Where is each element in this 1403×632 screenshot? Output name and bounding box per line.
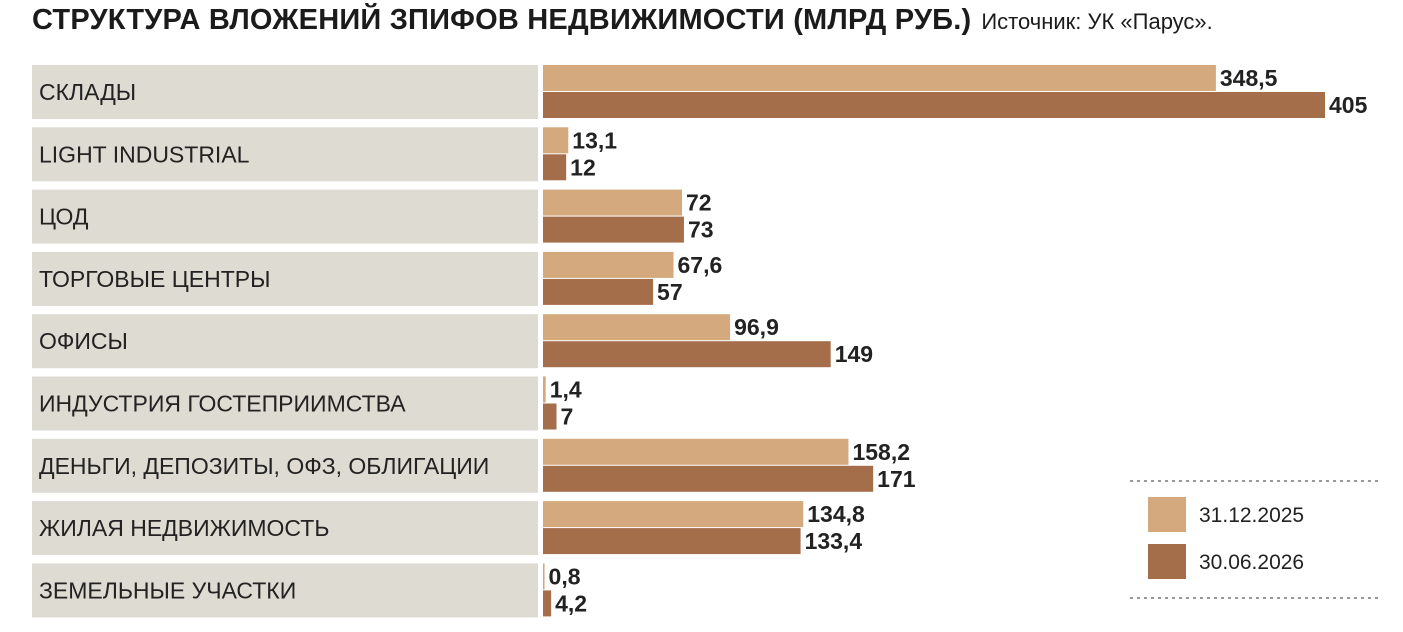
category-label: ЖИЛАЯ НЕДВИЖИМОСТЬ [39,515,329,541]
bar-series-2 [543,465,874,492]
category-label: ИНДУСТРИЯ ГОСТЕПРИИМСТВА [39,391,406,417]
category-label: ЗЕМЕЛЬНЫЕ УЧАСТКИ [39,577,296,603]
bar-series-1 [543,189,683,216]
bar-series-2 [543,341,831,368]
data-label: 405 [1329,92,1368,118]
category-label: ЦОД [39,204,89,230]
bar-series-1 [543,251,674,278]
data-label: 67,6 [678,252,723,278]
category-band [32,376,538,431]
bar-series-2 [543,403,557,430]
data-label: 13,1 [572,127,617,153]
data-label: 57 [657,279,683,305]
bar-series-2 [543,92,1325,118]
chart-title: СТРУКТУРА ВЛОЖЕНИЙ ЗПИФОВ НЕДВИЖИМОСТИ (… [32,4,972,36]
bar-series-2 [543,216,684,243]
category-label: ОФИСЫ [39,328,128,354]
bar-series-2 [543,154,567,181]
data-label: 4,2 [555,590,587,616]
category-label: ТОРГОВЫЕ ЦЕНТРЫ [39,266,270,292]
bar-series-2 [543,528,801,555]
chart-header: СТРУКТУРА ВЛОЖЕНИЙ ЗПИФОВ НЕДВИЖИМОСТИ (… [32,4,1213,44]
bar-series-1 [543,314,731,341]
data-label: 0,8 [549,563,581,589]
data-label: 133,4 [805,528,863,554]
data-label: 7 [561,404,574,430]
category-band [32,438,538,493]
chart-source: Источник: УК «Парус». [981,9,1213,34]
data-label: 158,2 [852,439,910,465]
category-band [32,189,538,244]
data-label: 134,8 [807,501,865,527]
bar-series-2 [543,590,552,617]
bar-series-1 [543,501,804,528]
legend-swatch-2 [1148,544,1186,579]
bar-series-1 [543,127,569,154]
legend-swatch-1 [1148,497,1186,532]
category-band [32,251,538,306]
category-band [32,314,538,369]
category-label: СКЛАДЫ [39,79,136,105]
data-label: 1,4 [550,377,582,403]
bar-series-1 [543,438,849,465]
category-band [32,563,538,618]
bar-series-1 [543,65,1216,91]
bar-series-1 [543,376,546,403]
bar-series-1 [543,563,545,590]
data-label: 73 [688,217,714,243]
category-label: LIGHT INDUSTRIAL [39,141,250,167]
category-label: ДЕНЬГИ, ДЕПОЗИТЫ, ОФЗ, ОБЛИГАЦИИ [39,453,489,479]
category-band [32,127,538,182]
bar-series-2 [543,278,654,305]
data-label: 72 [686,190,712,216]
legend-label-2: 30.06.2026 [1199,551,1304,574]
data-label: 12 [570,154,596,180]
data-label: 348,5 [1220,65,1278,91]
data-label: 149 [835,341,873,367]
category-band [32,501,538,556]
category-band [32,65,538,119]
legend-label-1: 31.12.2025 [1199,504,1304,527]
data-label: 171 [877,466,916,492]
data-label: 96,9 [734,314,779,340]
